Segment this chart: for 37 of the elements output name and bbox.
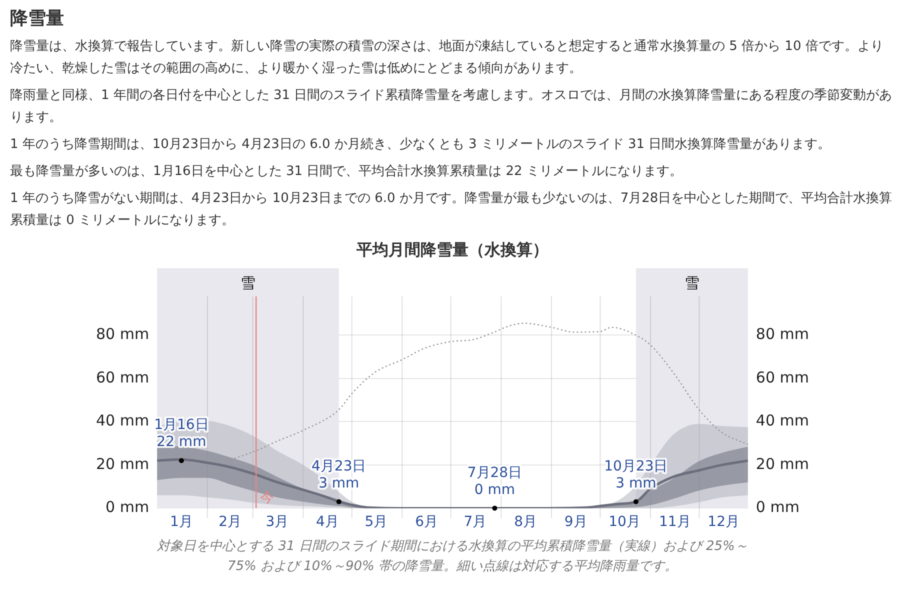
- x-tick-label: 7月: [464, 514, 487, 530]
- y-tick-label: 20 mm: [96, 454, 150, 473]
- x-tick-label: 2月: [218, 514, 242, 530]
- x-tick-label: 4月: [316, 514, 339, 530]
- text: 降雨量と同様、1 年間の各日付を中心とした 31 日間のスライド累積降雪量を考慮します。オスロでは、月間の水換算降雪量にある程度の季節変動があります。: [10, 87, 894, 127]
- annotation: 1月16日 22 mm: [154, 417, 209, 450]
- chart-title: 平均月間降雪量（水換算）: [356, 240, 548, 259]
- x-tick-label: 10月: [608, 514, 640, 530]
- annotation: 7月28日 0 mm: [467, 464, 522, 498]
- x-tick-label: 9月: [564, 514, 588, 530]
- text: 最も降雪量が多いのは、1月16日を中心とした 31 日間で、平均合計水換算累積量は 22 ミリメートルになります。: [10, 163, 684, 181]
- x-tick-label: 6月: [415, 514, 438, 530]
- x-tick-label: 12月: [708, 514, 740, 530]
- x-tick-label: 8月: [514, 514, 538, 530]
- y-tick-label: 60 mm: [96, 368, 150, 386]
- text: 降雪量は、水換算で報告しています。新しい降雪の実際の積雪の深さは、地面が凍結していると想定すると通常水換算量の 5 倍から 10 倍です。より冷たい、乾燥した雪はその範囲の高めに、より暖かく湿った雪は低めにとどまる傾向があります。: [10, 38, 884, 78]
- text: 1 年のうち降雪期間は、10月23日から 4月23日の 6.0 か月続き、少なくとも 3 ミリメートルのスライド 31 日間水換算降雪量があります。: [10, 136, 832, 154]
- text: 1 年のうち降雪がない期間は、4月23日から 10月23日までの 6.0 か月です。降雪量が最も少ないのは、7月28日を中心とした期間で、平均合計水換算累積量は 0 ミリメートルになります。: [10, 190, 894, 230]
- x-tick-label: 5月: [364, 514, 388, 530]
- ref-line-label: 今: [260, 490, 274, 506]
- x-tick-label: 11月: [658, 514, 691, 530]
- y-tick-label: 80 mm: [96, 325, 150, 344]
- band-label: 雪: [240, 274, 256, 292]
- y-tick-label: 40 mm: [96, 412, 150, 430]
- y2-tick-label: 20 mm: [756, 454, 810, 473]
- x-tick-label: 3月: [266, 514, 289, 530]
- y2-tick-label: 80 mm: [756, 325, 810, 344]
- annotation: 10月23日 3 mm: [604, 458, 668, 492]
- y2-tick-label: 40 mm: [756, 412, 810, 430]
- x-tick-label: 1月: [170, 514, 193, 530]
- band-label: 雪: [684, 274, 700, 292]
- y-tick-label: 0 mm: [106, 498, 150, 516]
- y2-tick-label: 60 mm: [756, 368, 810, 386]
- annotation: 4月23日 3 mm: [312, 458, 366, 492]
- text: 降雪量: [10, 7, 65, 30]
- y2-tick-label: 0 mm: [756, 498, 800, 516]
- text: 対象日を中心とする 31 日間のスライド期間における水換算の平均累積降雪量（実線）および 25%～75% および 10%～90% 帯の降雪量。細い点線は対応する平均降雨量です。: [156, 538, 749, 576]
